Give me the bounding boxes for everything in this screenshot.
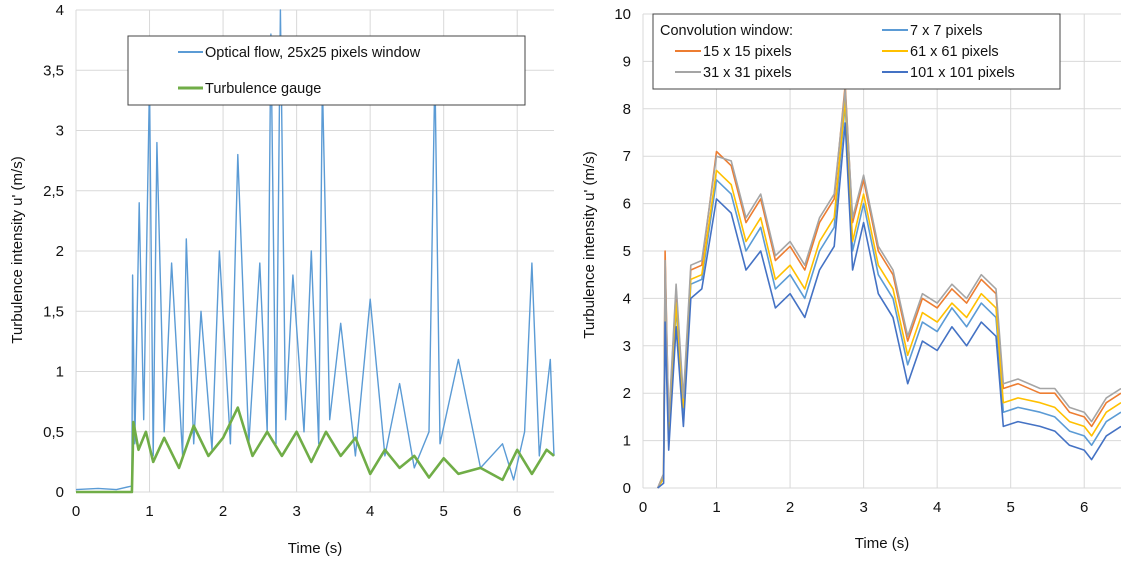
left-x-tick-label: 0 — [72, 503, 80, 520]
right-x-axis-title: Time (s) — [855, 535, 909, 552]
right-y-tick-label: 6 — [623, 196, 631, 213]
left-y-tick-label: 1 — [56, 364, 64, 381]
right-x-tick-label: 5 — [1007, 499, 1015, 516]
right-legend: Convolution window: 7 x 7 pixels 15 x 15… — [652, 13, 1061, 90]
left-series-line-1 — [75, 9, 555, 491]
right-y-tick-label: 3 — [623, 338, 631, 355]
right-x-tick-label: 2 — [786, 499, 794, 516]
left-legend-label-gauge: Turbulence gauge — [205, 81, 321, 97]
right-series-line-1 — [657, 103, 1121, 489]
right-legend-label-101: 101 x 101 pixels — [910, 65, 1015, 81]
left-legend-label-optical-flow: Optical flow, 25x25 pixels window — [205, 45, 421, 61]
right-y-tick-label: 0 — [623, 480, 631, 497]
right-y-tick-label: 8 — [623, 101, 631, 118]
right-series-line-2 — [656, 84, 1121, 489]
left-y-tick-label: 3,5 — [43, 62, 64, 79]
right-y-tick-label: 10 — [614, 6, 631, 23]
left-y-tick-label: 3 — [56, 123, 64, 140]
right-legend-title: Convolution window: — [660, 23, 793, 39]
left-x-tick-label: 2 — [219, 503, 227, 520]
left-chart: 0 0,5 1 1,5 2 2,5 3 3,5 4 0 1 2 3 4 5 6 Time (s) Turbul… — [9, 2, 555, 557]
right-legend-label-7: 7 x 7 pixels — [910, 23, 983, 39]
right-legend-label-61: 61 x 61 pixels — [910, 44, 999, 60]
left-series-line-2 — [76, 406, 555, 494]
right-x-tick-label: 0 — [639, 499, 647, 516]
left-x-tick-label: 5 — [440, 503, 448, 520]
left-legend: Optical flow, 25x25 pixels window Turbul… — [127, 35, 526, 106]
left-y-tick-label: 2,5 — [43, 183, 64, 200]
right-series-line-5 — [657, 122, 1121, 489]
left-y-tick-label: 0 — [56, 484, 64, 501]
left-y-tick-label: 0,5 — [43, 424, 64, 441]
right-legend-label-15: 15 x 15 pixels — [703, 44, 792, 60]
left-x-tick-label: 6 — [513, 503, 521, 520]
left-y-axis-title: Turbulence intensity u' (m/s) — [9, 156, 26, 343]
right-y-tick-label: 2 — [623, 385, 631, 402]
left-y-tick-label: 2 — [56, 243, 64, 260]
right-legend-label-31: 31 x 31 pixels — [703, 65, 792, 81]
right-x-tick-label: 1 — [712, 499, 720, 516]
right-x-tick-label: 3 — [859, 499, 867, 516]
right-x-tick-label: 6 — [1080, 499, 1088, 516]
left-x-tick-label: 1 — [145, 503, 153, 520]
right-series-line-4 — [656, 89, 1121, 489]
left-x-tick-label: 3 — [292, 503, 300, 520]
right-y-tick-label: 7 — [623, 148, 631, 165]
right-y-axis-title: Turbulence intensity u' (m/s) — [581, 151, 598, 338]
right-x-tick-label: 4 — [933, 499, 941, 516]
right-y-tick-label: 5 — [623, 243, 631, 260]
left-x-tick-label: 4 — [366, 503, 374, 520]
right-y-tick-label: 1 — [623, 433, 631, 450]
left-y-tick-label: 1,5 — [43, 303, 64, 320]
right-series-line-3 — [657, 98, 1121, 489]
left-y-tick-label: 4 — [56, 2, 64, 19]
right-y-tick-label: 4 — [623, 290, 631, 307]
left-x-axis-title: Time (s) — [288, 540, 342, 557]
right-chart: 0 1 2 3 4 5 6 7 8 9 10 0 1 2 3 4 5 6 Time (s) Turbulence … — [581, 6, 1121, 552]
right-y-tick-label: 9 — [623, 53, 631, 70]
